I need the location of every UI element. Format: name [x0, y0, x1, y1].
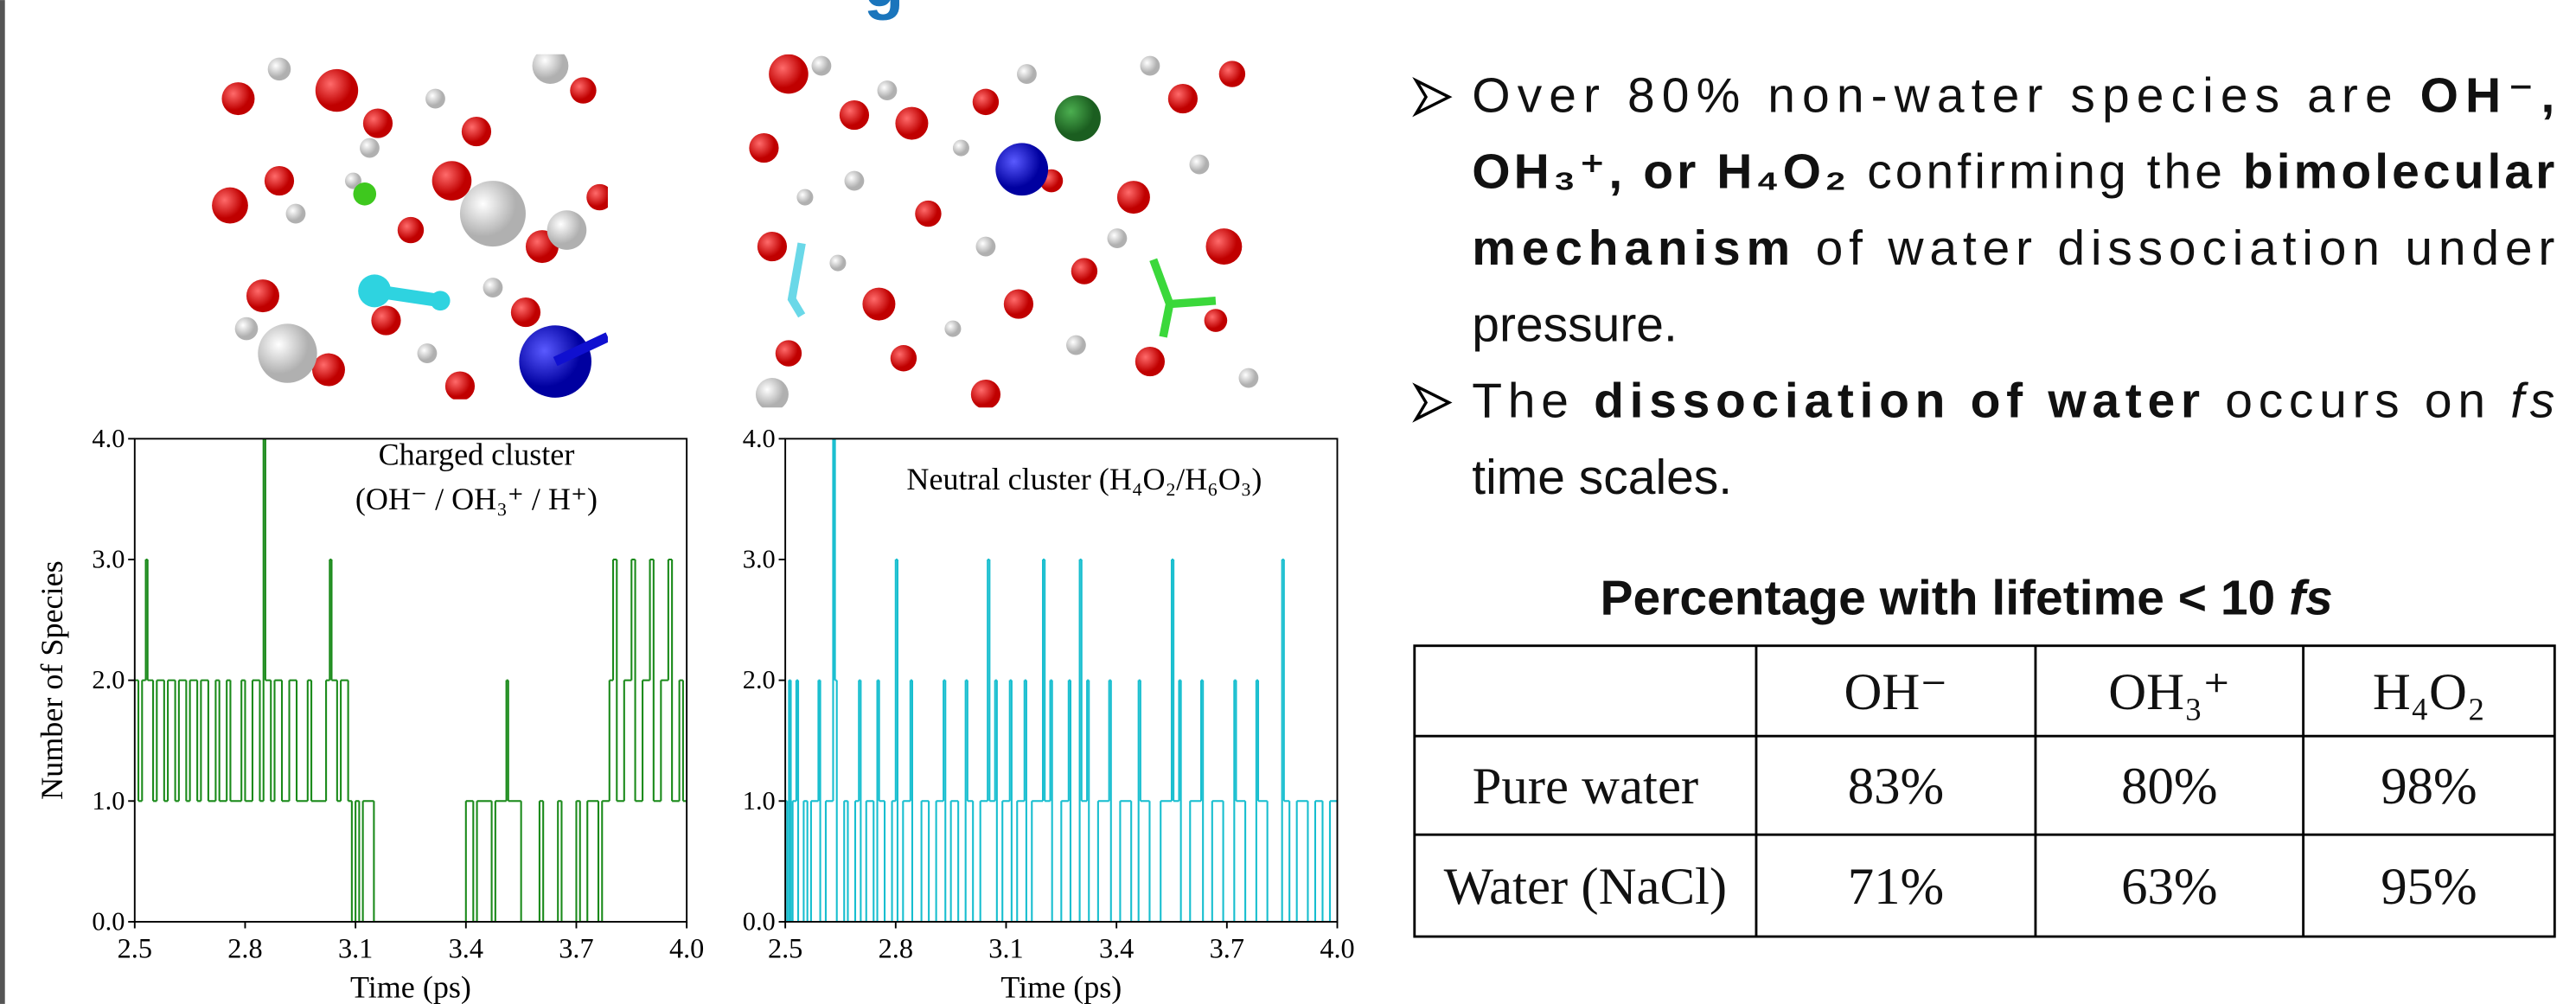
bullet-line: pressure.: [1472, 297, 1678, 352]
y-tick-label: 1.0: [92, 786, 125, 815]
text-run: fs: [2289, 571, 2333, 626]
x-tick-label: 3.7: [559, 933, 593, 964]
annotation: Neutral cluster (H₄O₂/H₆O₃): [906, 462, 1262, 496]
bullet-list: Over 80% non-water species are OH⁻, OH₃⁺,…: [1412, 67, 2554, 505]
bullet-line: OH₃⁺, or H₄O₂ confirming the bimolecular: [1472, 144, 2554, 200]
y-axis-label: Number of Species: [35, 560, 69, 800]
text-run: pressure.: [1472, 297, 1678, 352]
table-cell: 63%: [2121, 858, 2217, 916]
y-tick-label: 4.0: [92, 424, 125, 453]
table-cell: 98%: [2381, 758, 2477, 815]
text-run: time scales.: [1472, 450, 1732, 505]
text-run: OH₃⁺, or H₄O₂: [1472, 144, 1846, 200]
x-axis-label: Time (ps): [350, 969, 471, 1004]
bullet-line: mechanism of water dissociation under: [1472, 221, 2554, 276]
x-tick-label: 3.4: [1099, 933, 1134, 964]
y-tick-label: 2.0: [743, 665, 776, 694]
text-run: confirming the: [1850, 144, 2239, 200]
table-header-cell: OH⁻: [1844, 663, 1948, 721]
x-tick-label: 4.0: [669, 933, 704, 964]
bullet-line: Over 80% non-water species are OH⁻,: [1472, 67, 2554, 123]
x-tick-label: 3.7: [1210, 933, 1244, 964]
table-cell: 71%: [1848, 858, 1944, 916]
table-title: Percentage with lifetime < 10 fs: [1601, 571, 2333, 626]
slide-border: [0, 0, 5, 1004]
text-run: The: [1472, 374, 1588, 429]
bullet-line: The dissociation of water occurs on fs: [1472, 374, 2554, 429]
x-tick-label: 2.8: [227, 933, 262, 964]
text-run: occurs on: [2206, 374, 2505, 429]
table: Percentage with lifetime < 10 fs OH⁻ OH₃⁺ H…: [1413, 571, 2556, 938]
molecular-snapshot: [212, 54, 608, 400]
y-tick-label: 1.0: [743, 786, 776, 815]
table-row-label: Water (NaCl): [1444, 858, 1728, 916]
table-cell: 95%: [2381, 858, 2477, 916]
x-tick-label: 2.5: [768, 933, 802, 964]
bullet-arrow: [1412, 77, 1453, 118]
x-tick-label: 3.1: [338, 933, 373, 964]
chart: 0.0 1.0 2.0 3.0 4.0 2.5 2.8 3.1 3.4 3.7 4.0 Time (p…: [743, 424, 1355, 1004]
table-row-label: Pure water: [1473, 758, 1699, 815]
molecular-snapshot: [749, 54, 1259, 408]
y-tick-label: 0.0: [92, 906, 125, 936]
text-run: Over 80% non-water species are: [1472, 67, 2413, 123]
charts: 0.0 1.0 2.0 3.0 4.0 2.5 2.8 3.1 3.4 3.7 4.0 Time (p…: [35, 424, 1354, 1004]
annotation: Charged cluster: [379, 438, 575, 472]
x-tick-label: 3.1: [988, 933, 1023, 964]
text-run: bimolecular: [2243, 144, 2554, 200]
y-tick-label: 3.0: [743, 544, 776, 573]
x-tick-label: 3.4: [449, 933, 483, 964]
plot-area: [785, 438, 1338, 922]
table-frame: [1413, 644, 2556, 938]
table-cell: 83%: [1848, 758, 1944, 815]
chart: 0.0 1.0 2.0 3.0 4.0 2.5 2.8 3.1 3.4 3.7 4.0 Time (p…: [35, 424, 704, 1004]
text-run: of water dissociation under: [1796, 221, 2554, 276]
annotation: (OH⁻ / OH₃⁺ / H⁺): [355, 482, 598, 516]
text-run: Percentage with lifetime < 10: [1601, 571, 2290, 626]
text-run: OH⁻,: [2420, 67, 2555, 123]
y-tick-label: 4.0: [743, 424, 776, 453]
text-run: dissociation of water: [1594, 374, 2200, 429]
plot-area: [134, 438, 687, 922]
x-axis-label: Time (ps): [1000, 969, 1122, 1004]
text-run: fs: [2510, 374, 2554, 429]
bullet-line: time scales.: [1472, 450, 1732, 505]
table-header-cell: OH₃⁺: [2108, 663, 2230, 721]
bullet-arrow: [1412, 382, 1453, 423]
y-tick-label: 0.0: [743, 906, 776, 936]
x-tick-label: 2.8: [879, 933, 913, 964]
x-tick-label: 4.0: [1320, 933, 1354, 964]
text-run: mechanism: [1472, 221, 1790, 276]
table-cell: 80%: [2121, 758, 2217, 815]
x-tick-label: 2.5: [118, 933, 152, 964]
table-header-cell: H₄O₂: [2373, 663, 2485, 721]
slide-title-fragment: g: [864, 0, 904, 22]
y-tick-label: 3.0: [92, 544, 125, 573]
y-tick-label: 2.0: [92, 665, 125, 694]
